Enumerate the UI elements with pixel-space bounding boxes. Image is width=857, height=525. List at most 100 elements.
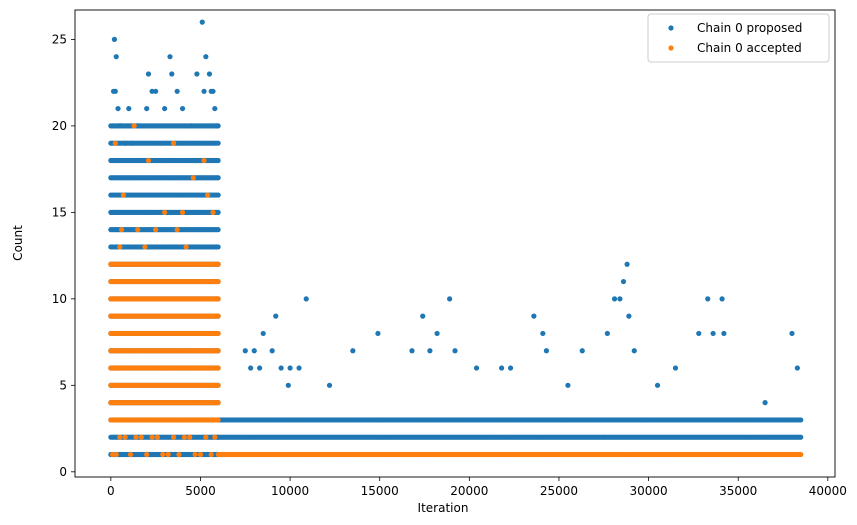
accepted-point [215, 382, 221, 388]
accepted-point [215, 330, 221, 337]
proposed-point [215, 140, 221, 146]
y-tick-label: 20 [52, 119, 67, 133]
proposed-point [296, 365, 302, 371]
y-axis-title: Count [11, 225, 25, 261]
proposed-point [798, 434, 804, 440]
accepted-point [187, 434, 193, 440]
accepted-point [119, 227, 125, 233]
accepted-point [208, 451, 214, 458]
proposed-point [115, 105, 121, 112]
accepted-point [201, 157, 207, 164]
x-tick-label: 15000 [361, 484, 399, 498]
proposed-point [409, 348, 415, 354]
proposed-point [113, 54, 119, 60]
accepted-point [183, 244, 189, 250]
accepted-point [215, 261, 221, 267]
proposed-point [499, 365, 505, 371]
x-tick-label: 25000 [540, 484, 578, 498]
proposed-point [194, 71, 200, 77]
proposed-point [126, 105, 132, 112]
accepted-point [122, 434, 128, 440]
x-tick-label: 20000 [450, 484, 488, 498]
proposed-point [122, 140, 128, 146]
proposed-point [273, 313, 279, 319]
proposed-point [705, 296, 711, 302]
proposed-point [721, 330, 727, 337]
accepted-point [120, 192, 126, 198]
proposed-point [507, 365, 514, 371]
accepted-point [131, 123, 137, 129]
accepted-point [215, 348, 221, 354]
accepted-point [154, 434, 161, 440]
accepted-point [192, 451, 198, 458]
accepted-point [165, 451, 171, 458]
proposed-point [144, 105, 150, 112]
proposed-point [210, 88, 216, 94]
proposed-point [287, 365, 293, 371]
proposed-point [215, 227, 221, 233]
proposed-point [303, 296, 309, 302]
proposed-point [531, 313, 537, 319]
x-tick-label: 30000 [629, 484, 667, 498]
proposed-point [654, 382, 661, 388]
proposed-point [789, 330, 795, 337]
proposed-point [111, 36, 118, 43]
accepted-point [149, 434, 155, 440]
proposed-point [215, 192, 221, 198]
proposed-point [617, 296, 623, 302]
proposed-point [620, 278, 627, 285]
proposed-point [145, 71, 152, 77]
proposed-point [215, 209, 221, 215]
proposed-point [719, 296, 725, 302]
plot-frame [74, 9, 836, 478]
legend-label-proposed: Chain 0 proposed [697, 21, 802, 35]
proposed-point [710, 330, 716, 337]
accepted-point [197, 451, 204, 458]
proposed-point [251, 348, 257, 354]
accepted-point [117, 244, 123, 250]
accepted-point [144, 451, 150, 458]
proposed-point [206, 71, 213, 77]
proposed-point [188, 123, 195, 129]
accepted-point [138, 434, 144, 440]
proposed-point [214, 123, 220, 129]
proposed-point [215, 157, 221, 164]
accepted-point [179, 209, 186, 215]
accepted-point [205, 192, 211, 198]
x-tick-label: 5000 [185, 484, 216, 498]
series-accepted-points [108, 123, 804, 458]
accepted-point [174, 227, 180, 233]
legend-box [647, 13, 830, 63]
proposed-point [215, 175, 221, 181]
accepted-point [170, 434, 177, 440]
proposed-point [434, 330, 440, 337]
proposed-point [203, 54, 209, 60]
proposed-point [427, 348, 433, 354]
accepted-point [112, 140, 118, 146]
accepted-point [215, 278, 221, 285]
proposed-point [278, 365, 284, 371]
proposed-point [350, 348, 356, 354]
proposed-point [540, 330, 546, 337]
x-axis: 0 5000 10000 15000 20000 25000 30000 35000 40000 [107, 477, 847, 498]
accepted-point [135, 227, 141, 233]
legend-label-accepted: Chain 0 accepted [697, 41, 802, 55]
proposed-point [215, 244, 221, 250]
proposed-point [565, 382, 571, 388]
accepted-point [162, 209, 168, 215]
proposed-point [326, 382, 333, 388]
proposed-point [135, 123, 141, 129]
y-tick-label: 10 [52, 292, 67, 306]
proposed-point [174, 88, 180, 94]
proposed-point [201, 88, 207, 94]
y-tick-label: 5 [59, 378, 67, 392]
y-tick-label: 0 [59, 465, 67, 479]
proposed-point [375, 330, 381, 337]
legend-marker-accepted [668, 45, 674, 51]
proposed-point [543, 348, 550, 354]
proposed-point [149, 88, 155, 94]
accepted-point [798, 451, 804, 458]
proposed-point [260, 330, 266, 337]
proposed-point [179, 105, 186, 112]
